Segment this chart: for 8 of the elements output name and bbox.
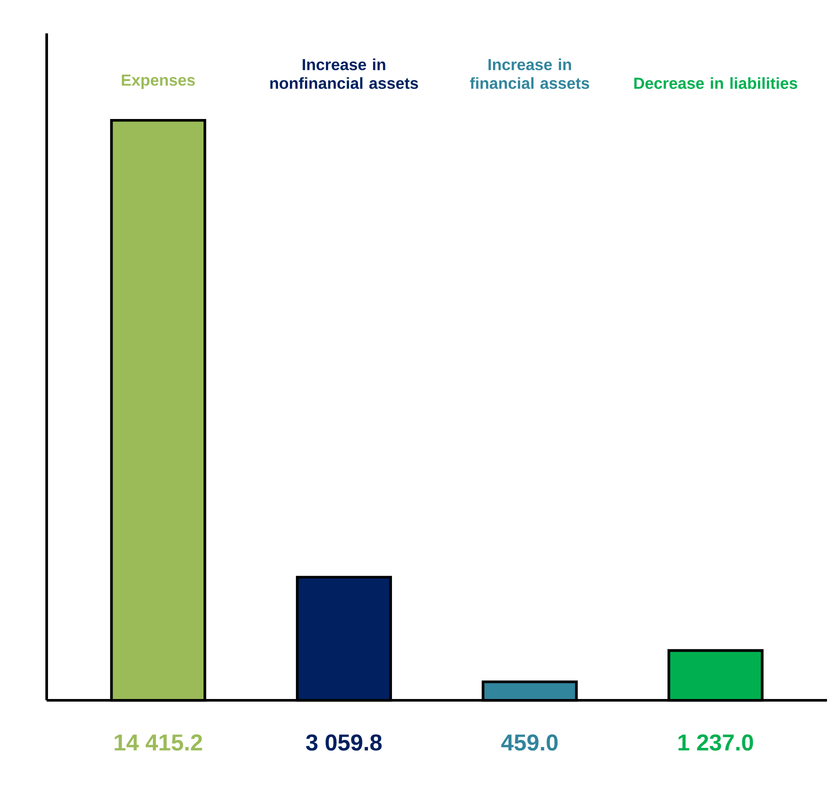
data-label: 1 237.0 — [678, 734, 754, 751]
x-tick-label: Increase in nonfinancial assets — [270, 58, 418, 89]
x-tick-label: Increase in financial assets — [470, 58, 590, 89]
data-label: 14 415.2 — [114, 734, 202, 751]
data-label: 3 059.8 — [306, 734, 382, 751]
data-label: 459.0 — [501, 734, 558, 751]
x-tick-label: Decrease in liabilities — [634, 77, 798, 89]
x-tick-label: Expenses — [122, 74, 195, 89]
